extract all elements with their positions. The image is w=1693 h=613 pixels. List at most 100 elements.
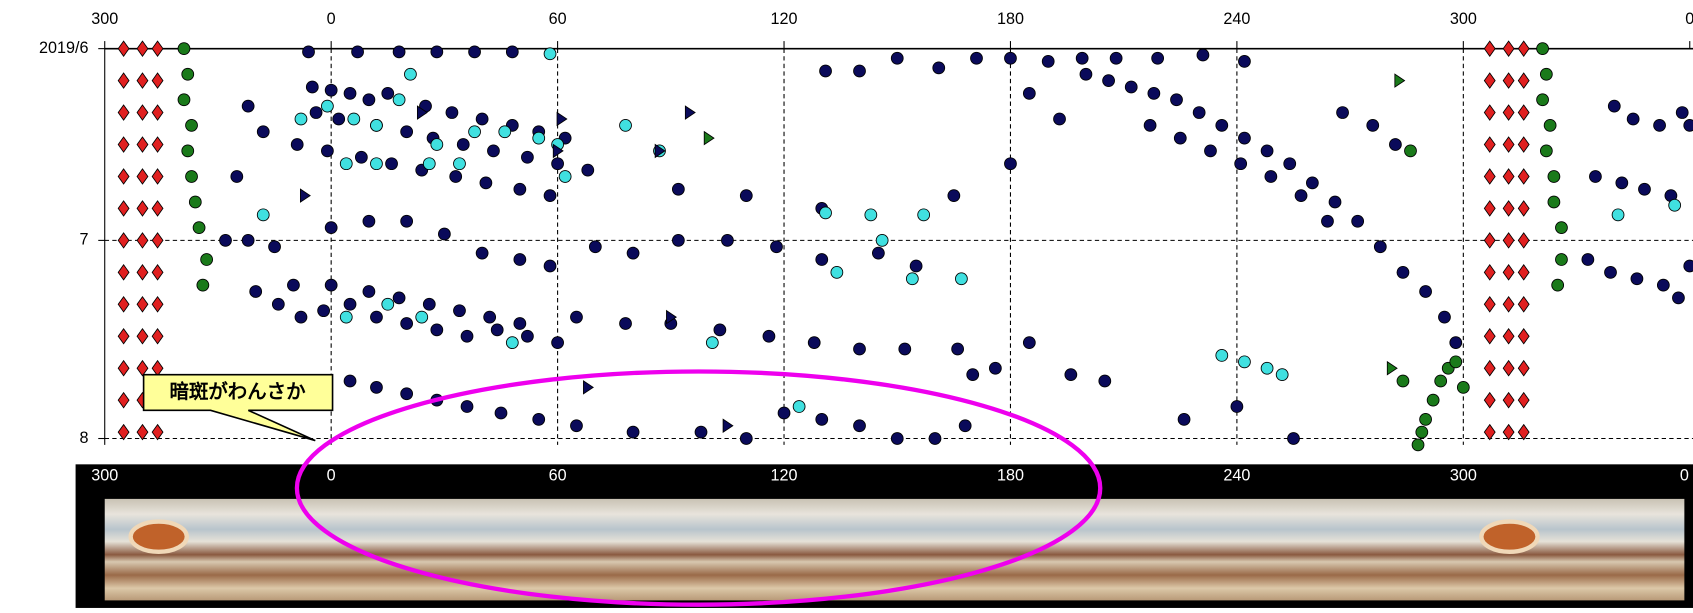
point xyxy=(952,343,964,355)
point xyxy=(1582,254,1594,266)
point xyxy=(446,107,458,119)
point xyxy=(182,145,194,157)
strip-tick-label: 120 xyxy=(771,466,798,484)
point xyxy=(514,183,526,195)
point xyxy=(1125,81,1137,93)
point xyxy=(891,433,903,445)
point xyxy=(300,189,310,202)
point xyxy=(438,228,450,240)
point xyxy=(137,201,148,216)
point xyxy=(506,337,518,349)
point xyxy=(816,413,828,425)
point xyxy=(303,46,315,58)
point xyxy=(1374,241,1386,253)
point xyxy=(1239,132,1251,144)
point xyxy=(1589,171,1601,183)
point xyxy=(865,209,877,221)
point xyxy=(363,286,375,298)
point xyxy=(1684,260,1693,272)
point xyxy=(1556,254,1568,266)
point xyxy=(1099,375,1111,387)
point xyxy=(1518,297,1529,312)
point xyxy=(1231,401,1243,413)
point xyxy=(1631,273,1643,285)
point xyxy=(401,318,413,330)
red-spot xyxy=(131,522,187,552)
point xyxy=(371,311,383,323)
point xyxy=(488,145,500,157)
point xyxy=(431,324,443,336)
point xyxy=(152,137,163,152)
point xyxy=(1654,119,1666,131)
point xyxy=(1152,52,1164,64)
point xyxy=(955,273,967,285)
point xyxy=(423,158,435,170)
point xyxy=(1673,292,1685,304)
point xyxy=(152,329,163,344)
point xyxy=(672,183,684,195)
point xyxy=(1284,158,1296,170)
x-tick-label: 300 xyxy=(1450,10,1477,28)
point xyxy=(325,84,337,96)
point xyxy=(1537,43,1549,55)
point xyxy=(521,151,533,163)
point xyxy=(363,94,375,106)
point xyxy=(118,73,129,88)
point xyxy=(1276,369,1288,381)
point xyxy=(544,48,556,60)
point xyxy=(401,126,413,138)
point xyxy=(1503,361,1514,376)
point xyxy=(557,112,567,125)
point xyxy=(1295,190,1307,202)
point xyxy=(152,297,163,312)
point xyxy=(1337,107,1349,119)
x-tick-label: 0 xyxy=(327,10,336,28)
point xyxy=(189,196,201,208)
point xyxy=(1540,145,1552,157)
point xyxy=(1484,137,1495,152)
point xyxy=(1352,215,1364,227)
point xyxy=(559,171,571,183)
point xyxy=(152,169,163,184)
point xyxy=(340,311,352,323)
point xyxy=(1484,73,1495,88)
point xyxy=(152,265,163,280)
point xyxy=(1503,73,1514,88)
point xyxy=(1023,337,1035,349)
point xyxy=(152,105,163,120)
point xyxy=(118,265,129,280)
point xyxy=(201,254,213,266)
point xyxy=(257,126,269,138)
point xyxy=(1042,55,1054,67)
point xyxy=(1174,132,1186,144)
point xyxy=(1420,286,1432,298)
point xyxy=(118,169,129,184)
point xyxy=(1552,279,1564,291)
point xyxy=(469,126,481,138)
point xyxy=(137,361,148,376)
point xyxy=(1503,297,1514,312)
x-tick-label: 60 xyxy=(549,10,567,28)
point xyxy=(706,337,718,349)
point xyxy=(1261,145,1273,157)
point xyxy=(325,279,337,291)
point xyxy=(620,119,632,131)
point xyxy=(1005,52,1017,64)
point xyxy=(918,209,930,221)
strip-tick-label: 0 xyxy=(327,466,336,484)
point xyxy=(740,433,752,445)
point xyxy=(1457,381,1469,393)
point xyxy=(854,65,866,77)
point xyxy=(461,330,473,342)
point xyxy=(971,52,983,64)
point xyxy=(1484,297,1495,312)
point xyxy=(152,425,163,440)
point xyxy=(1435,375,1447,387)
point xyxy=(533,132,545,144)
point xyxy=(1427,394,1439,406)
point xyxy=(1197,49,1209,61)
point xyxy=(685,106,695,119)
point xyxy=(1548,196,1560,208)
point xyxy=(363,215,375,227)
strip-tick-label: 60 xyxy=(549,466,567,484)
